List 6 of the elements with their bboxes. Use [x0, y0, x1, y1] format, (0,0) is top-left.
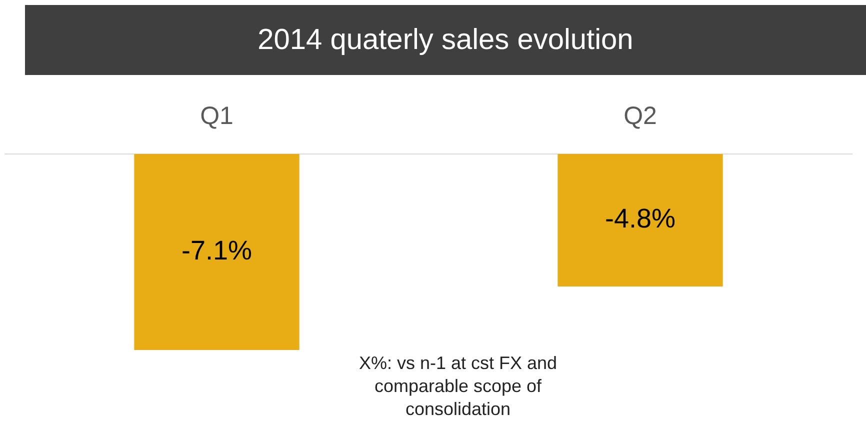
data-label: -7.1% [181, 235, 252, 266]
x-tick-label: Q2 [624, 102, 657, 130]
data-label: -4.8% [604, 204, 676, 234]
text: X%: vs n-1 at cst FX and comparable scope of consolidation [358, 352, 558, 421]
x-tick-label: Q1 [200, 102, 234, 130]
chart-title: 2014 quaterly sales evolution [25, 5, 866, 75]
